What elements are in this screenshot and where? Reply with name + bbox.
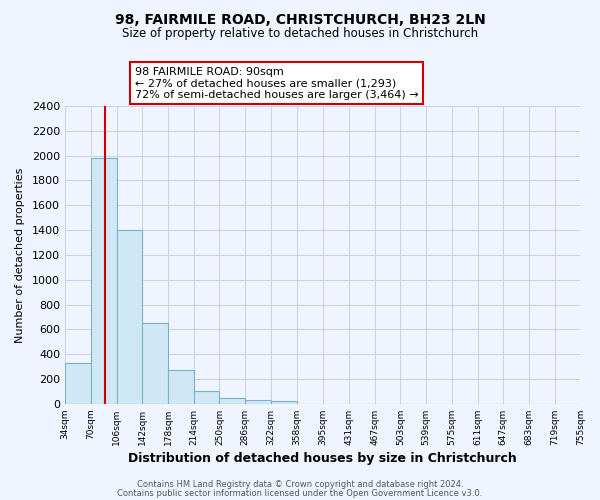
Text: 98 FAIRMILE ROAD: 90sqm
← 27% of detached houses are smaller (1,293)
72% of semi: 98 FAIRMILE ROAD: 90sqm ← 27% of detache… <box>134 66 418 100</box>
Bar <box>142 323 168 404</box>
Bar <box>116 230 142 404</box>
Text: Size of property relative to detached houses in Christchurch: Size of property relative to detached ho… <box>122 28 478 40</box>
X-axis label: Distribution of detached houses by size in Christchurch: Distribution of detached houses by size … <box>128 452 517 465</box>
Bar <box>91 158 116 404</box>
Bar <box>65 364 91 404</box>
Text: Contains public sector information licensed under the Open Government Licence v3: Contains public sector information licen… <box>118 489 482 498</box>
Bar <box>194 392 220 404</box>
Bar <box>220 398 245 404</box>
Text: 98, FAIRMILE ROAD, CHRISTCHURCH, BH23 2LN: 98, FAIRMILE ROAD, CHRISTCHURCH, BH23 2L… <box>115 12 485 26</box>
Bar <box>168 370 194 404</box>
Bar <box>245 400 271 404</box>
Y-axis label: Number of detached properties: Number of detached properties <box>15 167 25 342</box>
Bar <box>271 402 296 404</box>
Text: Contains HM Land Registry data © Crown copyright and database right 2024.: Contains HM Land Registry data © Crown c… <box>137 480 463 489</box>
